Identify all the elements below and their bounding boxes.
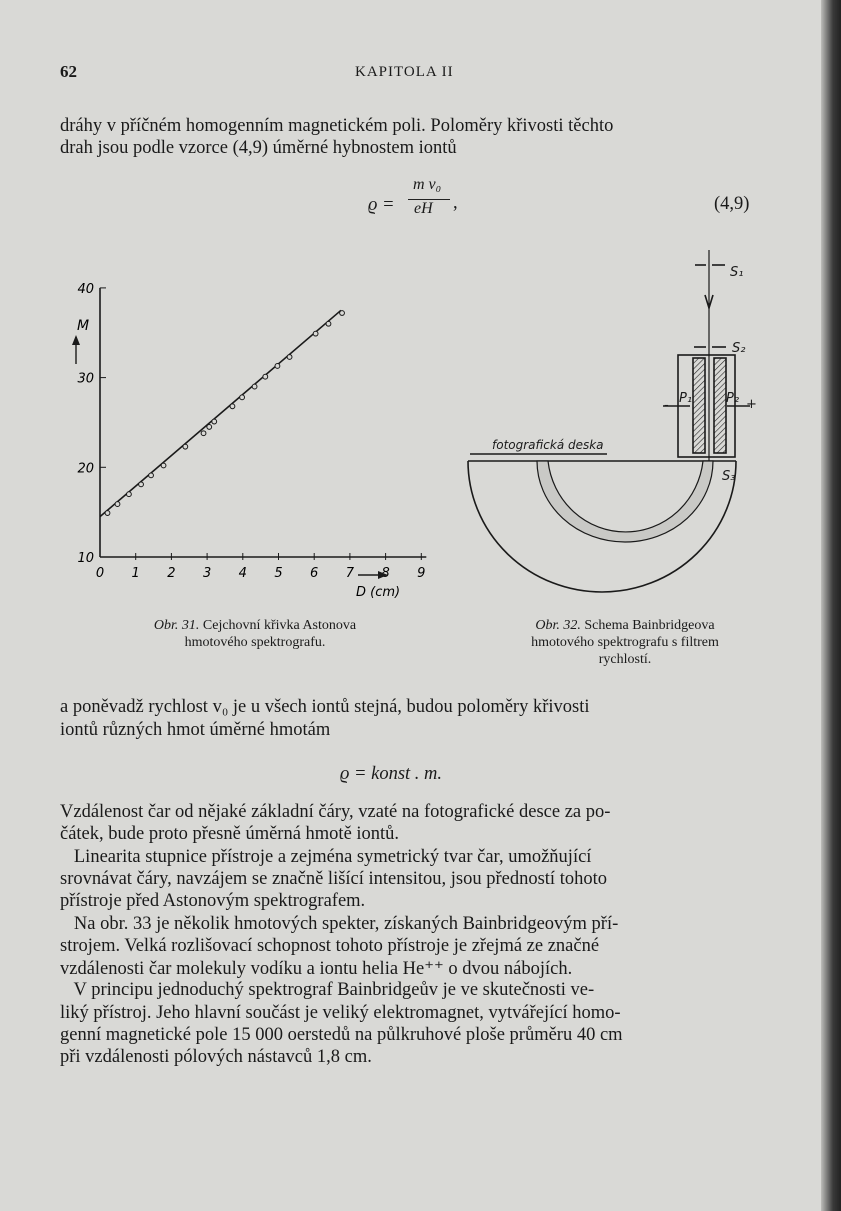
- calibration-chart: 0 1 2 3 4 5 6 7 8 9 10 20 30 40 M D (cm): [72, 282, 427, 600]
- x-tick-label: 6: [310, 566, 318, 581]
- y-tick-label: 20: [77, 461, 94, 476]
- data-point: [274, 363, 281, 369]
- y-tick-label: 30: [77, 372, 94, 387]
- label-s1: S₁: [730, 265, 743, 280]
- figure-32-caption: Obr. 32. Schema Bainbridgeova hmotového …: [470, 617, 780, 668]
- outer-semicircle: [467, 460, 737, 593]
- fit-line: [99, 309, 342, 518]
- equation-lhs: ϱ =: [368, 195, 395, 215]
- page-number: 62: [60, 62, 77, 81]
- x-tick-label: 8: [381, 566, 389, 581]
- data-point: [251, 383, 258, 390]
- ion-beam-path: [536, 460, 714, 543]
- equation-number: (4,9): [714, 194, 750, 214]
- x-tick-label: 9: [417, 566, 425, 581]
- label-s2: S₂: [732, 341, 745, 356]
- y-axis-label: M: [77, 318, 89, 334]
- caption-line: Schema Bainbridgeova: [584, 618, 715, 633]
- text-line: při vzdálenosti pólových nástavců 1,8 cm…: [60, 1047, 372, 1068]
- text-line: dráhy v příčném homogenním magnetickém p…: [60, 116, 614, 136]
- x-tick-label: 5: [274, 566, 282, 581]
- text-line: a poněvadž rychlost v₀ je u všech iontů …: [60, 697, 590, 717]
- equation-comma: ,: [453, 193, 458, 213]
- caption-line: hmotového spektrografu s filtrem: [531, 635, 719, 650]
- label-plus: +: [746, 397, 757, 412]
- text-line: liký přístroj. Jeho hlavní součást je ve…: [60, 1002, 621, 1023]
- text-line: čátek, bude proto přesně úměrná hmotě io…: [60, 824, 400, 845]
- caption-line: Cejchovní křivka Astonova: [202, 618, 357, 633]
- data-point: [126, 491, 132, 498]
- page-edge-shadow: [821, 0, 841, 1211]
- text-line: strojem. Velká rozlišovací schopnost toh…: [60, 935, 600, 956]
- data-point: [325, 320, 332, 327]
- x-axis-label: D (cm): [356, 585, 400, 600]
- data-point: [206, 424, 213, 430]
- figure-31-caption: Obr. 31. Cejchovní křivka Astonova hmoto…: [90, 617, 420, 651]
- x-tick-label: 1: [132, 566, 140, 581]
- data-point: [229, 403, 236, 410]
- text-line: srovnávat čáry, navzájem se značně lišíc…: [60, 868, 607, 889]
- x-axis-arrow-head-icon: [378, 571, 388, 579]
- x-tick-label: 0: [96, 566, 104, 581]
- data-point: [339, 310, 345, 316]
- text-line: vzdálenosti čar molekuly vodíku a iontu …: [60, 959, 573, 980]
- data-point: [239, 394, 245, 401]
- y-axis-arrow-head-icon: [72, 335, 80, 345]
- plate-p2: [713, 357, 727, 454]
- text-line: Na obr. 33 je několik hmotových spekter,…: [60, 913, 619, 934]
- beam-arrow-icon: [704, 294, 714, 311]
- text-line: Linearita stupnice přístroje a zejména s…: [60, 846, 592, 867]
- x-tick-label: 4: [239, 566, 247, 581]
- figure-label: Obr. 32.: [535, 618, 581, 633]
- data-point: [200, 430, 207, 437]
- data-point: [211, 418, 218, 425]
- equation-konst: ϱ = konst . m.: [340, 764, 443, 784]
- caption-line: rychlostí.: [598, 652, 652, 667]
- equation-denominator: eH: [414, 200, 433, 217]
- fraction-bar: [408, 199, 450, 200]
- label-s3: S₃: [722, 469, 735, 484]
- figure-label: Obr. 31.: [153, 618, 200, 633]
- data-point: [104, 510, 111, 516]
- caption-line: hmotového spektrografu.: [184, 635, 326, 650]
- label-p1: P₁: [679, 391, 692, 406]
- data-point: [160, 462, 167, 469]
- text-line: iontů různých hmot úměrné hmotám: [60, 720, 331, 740]
- label-minus: -: [664, 398, 669, 413]
- text-line: drah jsou podle vzorce (4,9) úměrné hybn…: [60, 138, 457, 158]
- plate-p1: [692, 357, 706, 454]
- label-photographic-plate: fotografická deska: [492, 438, 604, 452]
- text-line: genní magnetické pole 15 000 oerstedů na…: [60, 1025, 623, 1045]
- data-point: [114, 501, 121, 507]
- label-p2: P₂: [726, 391, 739, 406]
- x-tick-label: 7: [346, 566, 355, 581]
- data-point: [286, 354, 293, 360]
- running-title: KAPITOLA II: [355, 64, 454, 80]
- data-point: [312, 330, 319, 337]
- data-point: [138, 481, 144, 488]
- text-line: V principu jednoduchý spektrograf Bainbr…: [60, 980, 595, 1001]
- text-line: Vzdálenost čar od nějaké základní čáry, …: [60, 802, 611, 822]
- y-tick-label: 10: [77, 551, 94, 566]
- data-point: [148, 472, 154, 479]
- x-tick-label: 3: [203, 566, 211, 581]
- data-point: [182, 443, 189, 450]
- x-tick-label: 2: [167, 566, 175, 581]
- bainbridge-spectrograph-diagram: S₁ S₂ S₃ P₁ P₂ - + fotografická deska: [467, 250, 757, 593]
- data-point: [262, 373, 269, 380]
- text-line: přístroje před Astonovým spektrografem.: [60, 891, 366, 912]
- y-tick-label: 40: [77, 282, 94, 297]
- equation-numerator: m v₀: [413, 176, 442, 193]
